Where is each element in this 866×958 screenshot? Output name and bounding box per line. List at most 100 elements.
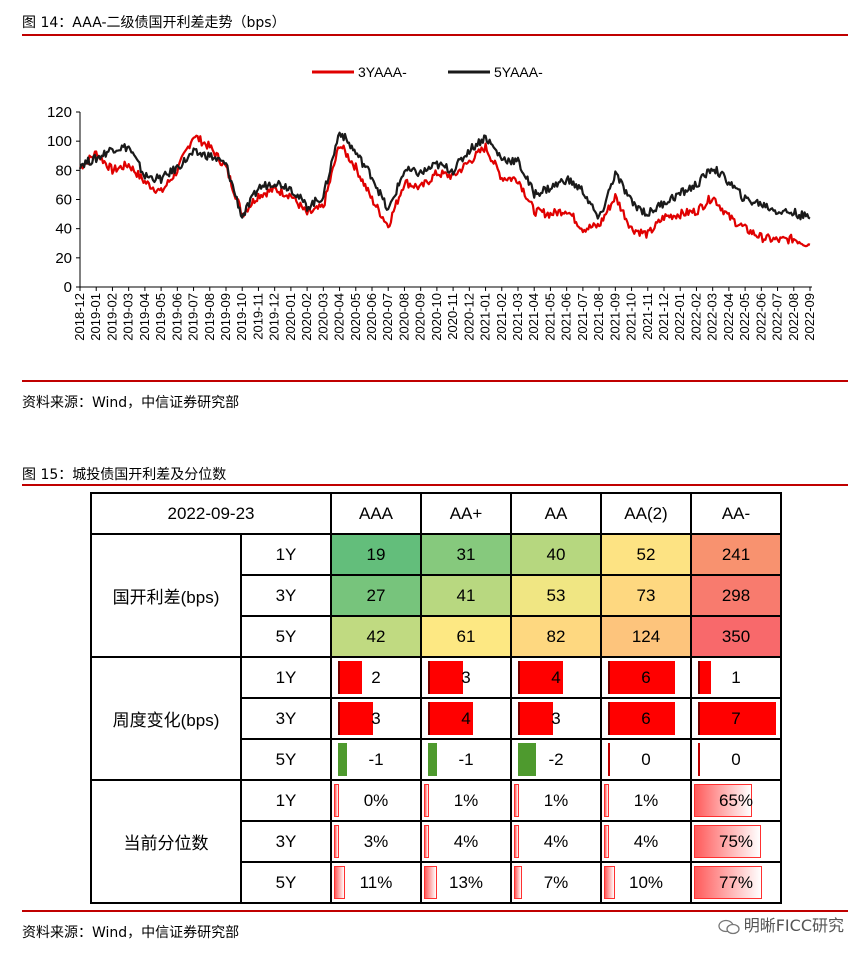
x-tick-label: 2020-10 xyxy=(429,293,444,341)
watermark: 明晰FICC研究 xyxy=(718,912,844,936)
column-header: AA xyxy=(510,492,602,535)
percentile-cell: 4% xyxy=(510,820,602,863)
cell-text: 4% xyxy=(633,831,659,851)
cell-text: 6 xyxy=(641,708,651,728)
heat-cell: 61 xyxy=(420,615,512,658)
tenor-label: 1Y xyxy=(240,656,332,699)
x-tick-label: 2022-03 xyxy=(705,293,720,341)
x-tick-label: 2021-04 xyxy=(526,293,541,341)
cell-text: 3Y xyxy=(275,831,297,851)
cell-text: 77% xyxy=(718,872,754,892)
percentile-cell: 4% xyxy=(420,820,512,863)
percentile-cell: 1% xyxy=(420,779,512,822)
change-cell: 7 xyxy=(690,697,782,740)
x-tick-label: 2022-01 xyxy=(672,293,687,341)
percentile-cell: 1% xyxy=(510,779,602,822)
heat-cell: 40 xyxy=(510,533,602,576)
cell-text: 5Y xyxy=(275,626,297,646)
cell-text: 周度变化(bps) xyxy=(112,711,220,730)
x-tick-label: 2019-03 xyxy=(121,293,136,341)
heat-cell: 19 xyxy=(330,533,422,576)
heat-cell: 53 xyxy=(510,574,602,617)
cell-text: 11% xyxy=(359,872,393,892)
tenor-label: 3Y xyxy=(240,574,332,617)
y-tick-label: 0 xyxy=(64,279,72,296)
x-tick-label: 2022-06 xyxy=(753,293,768,341)
cell-text: 61 xyxy=(456,626,476,646)
x-tick-label: 2020-07 xyxy=(380,293,395,341)
x-tick-label: 2019-08 xyxy=(202,293,217,341)
change-bar xyxy=(338,743,347,776)
percentile-bar xyxy=(334,825,339,858)
change-cell: 2 xyxy=(330,656,422,699)
change-cell: 3 xyxy=(510,697,602,740)
cell-text: -1 xyxy=(458,749,474,769)
table-header-row: 2022-09-23 AAA AA+ AA AA(2) AA- xyxy=(90,492,782,535)
percentile-cell: 75% xyxy=(690,820,782,863)
x-tick-label: 2022-05 xyxy=(737,293,752,341)
change-bar xyxy=(428,743,437,776)
change-bar xyxy=(338,661,362,694)
table-row: 国开利差(bps) 1Y 19 31 40 52 241 xyxy=(90,533,782,658)
cell-text: AA- xyxy=(721,503,751,523)
table-row: 3Y 3 4 3 6 7 xyxy=(91,697,782,740)
cell-text: 42 xyxy=(366,626,386,646)
percentile-bar xyxy=(334,866,346,899)
x-tick-label: 2020-01 xyxy=(283,293,298,341)
cell-text: AA xyxy=(544,503,568,523)
cell-text: 241 xyxy=(721,544,751,564)
change-bar xyxy=(338,702,373,735)
percentile-bar xyxy=(514,784,519,817)
x-tick-label: 2021-12 xyxy=(656,293,671,341)
series-line-1 xyxy=(78,131,811,221)
heat-cell: 241 xyxy=(690,533,782,576)
percentile-cell: 7% xyxy=(510,861,602,904)
percentile-cell: 3% xyxy=(330,820,422,863)
x-tick-label: 2020-12 xyxy=(461,293,476,341)
percentile-cell: 10% xyxy=(600,861,692,904)
figure15-source: 资料来源：Wind，中信证券研究部 xyxy=(22,925,240,941)
tenor-label: 3Y xyxy=(240,697,332,740)
cell-text: 75% xyxy=(718,831,754,851)
cell-text: 1Y xyxy=(275,544,297,564)
cell-text: 40 xyxy=(546,544,566,564)
y-tick-label: 60 xyxy=(55,192,72,209)
heat-cell: 27 xyxy=(330,574,422,617)
cell-text: 6 xyxy=(641,667,651,687)
x-tick-label: 2020-05 xyxy=(348,293,363,341)
table-row: 3Y 27 41 53 73 298 xyxy=(91,574,782,617)
cell-text: 53 xyxy=(546,585,566,605)
x-tick-label: 2020-11 xyxy=(445,293,460,340)
x-tick-label: 2019-12 xyxy=(267,293,282,341)
heat-cell: 124 xyxy=(600,615,692,658)
cell-text: 7 xyxy=(731,708,741,728)
cell-text: 3 xyxy=(461,667,471,687)
x-tick-label: 2021-10 xyxy=(624,293,639,341)
group-label: 周度变化(bps) xyxy=(90,656,242,781)
watermark-text: 明晰FICC研究 xyxy=(743,916,844,935)
change-bar xyxy=(698,661,711,694)
cell-text: 73 xyxy=(636,585,656,605)
figure15-title-rule xyxy=(22,484,848,486)
change-bar xyxy=(698,743,700,776)
cell-text: AAA xyxy=(358,503,394,523)
figure14-bottom-rule xyxy=(22,380,848,382)
x-tick-label: 2021-11 xyxy=(640,293,655,340)
percentile-cell: 11% xyxy=(330,861,422,904)
table-row: 3Y 3% 4% 4% 4% 75% xyxy=(91,820,782,863)
cell-text: 10% xyxy=(628,872,664,892)
cell-text: 2022-09-23 xyxy=(167,503,255,523)
x-tick-label: 2019-02 xyxy=(104,293,119,341)
x-tick-label: 2018-12 xyxy=(72,293,87,341)
x-tick-label: 2021-08 xyxy=(591,293,606,341)
heat-cell: 42 xyxy=(330,615,422,658)
cell-text: 1Y xyxy=(275,790,297,810)
x-tick-label: 2022-08 xyxy=(786,293,801,341)
change-bar xyxy=(608,743,610,776)
x-tick-label: 2021-09 xyxy=(607,293,622,341)
y-tick-label: 100 xyxy=(47,133,72,150)
percentile-cell: 1% xyxy=(600,779,692,822)
group-label: 当前分位数 xyxy=(90,779,242,904)
tenor-label: 3Y xyxy=(240,820,332,863)
series-line-0 xyxy=(79,134,811,248)
